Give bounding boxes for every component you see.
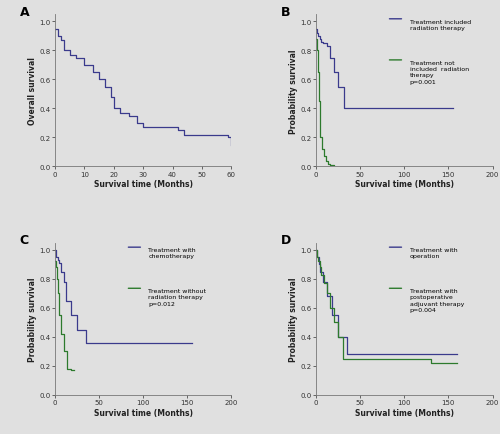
Text: B: B: [281, 6, 290, 19]
Text: Treatment without
radiation therapy
p=0.012: Treatment without radiation therapy p=0.…: [148, 289, 206, 306]
Text: Treatment not
included  radiation
therapy
p=0.001: Treatment not included radiation therapy…: [410, 61, 469, 84]
Text: Treatment with
postoperative
adjuvant therapy
p=0.004: Treatment with postoperative adjuvant th…: [410, 289, 464, 312]
X-axis label: Survival time (Months): Survival time (Months): [94, 180, 192, 189]
X-axis label: Survival time (Months): Survival time (Months): [355, 408, 454, 417]
Y-axis label: Overall survival: Overall survival: [28, 57, 37, 125]
Y-axis label: Probability survival: Probability survival: [289, 49, 298, 133]
X-axis label: Survival time (Months): Survival time (Months): [94, 408, 192, 417]
Text: Treatment with
operation: Treatment with operation: [410, 247, 457, 259]
Text: C: C: [20, 234, 29, 247]
Y-axis label: Probability survival: Probability survival: [289, 277, 298, 361]
Text: A: A: [20, 6, 30, 19]
Y-axis label: Probability survival: Probability survival: [28, 277, 37, 361]
Text: Treatment with
chemotherapy: Treatment with chemotherapy: [148, 247, 196, 259]
Text: Treatment included
radiation therapy: Treatment included radiation therapy: [410, 20, 470, 31]
Text: D: D: [281, 234, 291, 247]
X-axis label: Survival time (Months): Survival time (Months): [355, 180, 454, 189]
